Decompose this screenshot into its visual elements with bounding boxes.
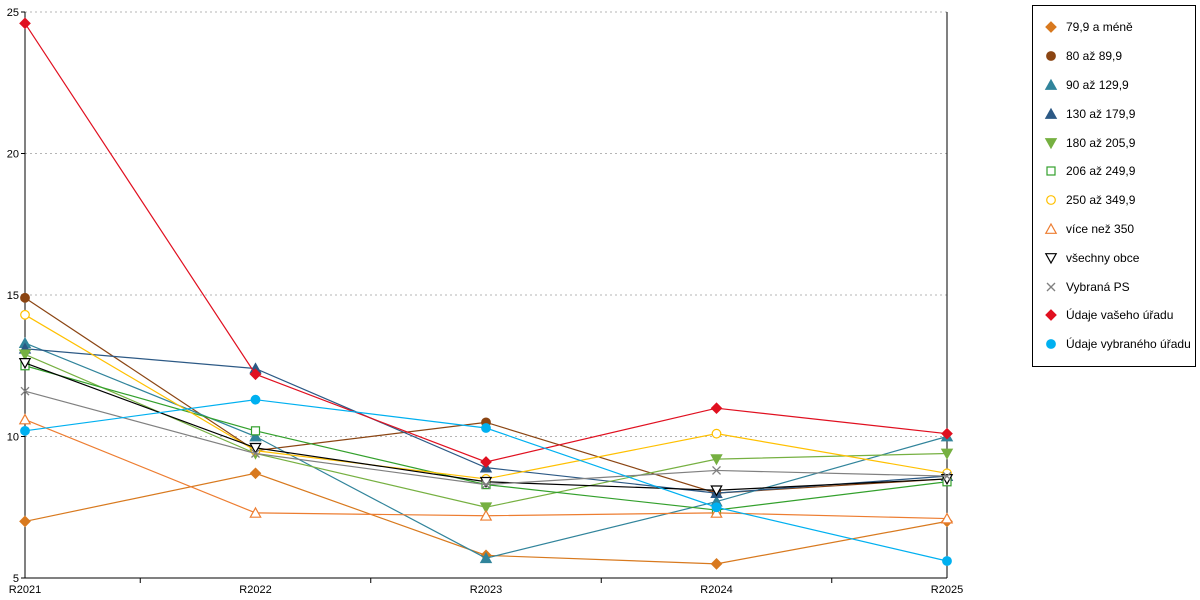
x-marker-icon — [1046, 282, 1056, 292]
legend-item-label: Údaje vybraného úřadu — [1066, 337, 1191, 352]
legend-item-label: 90 až 129,9 — [1066, 77, 1129, 92]
triangle-up-marker-icon — [1044, 78, 1058, 90]
legend: 79,9 a méně 80 až 89,9 90 až 129,9 130 až 1… — [1032, 5, 1196, 367]
legend-item-label: 180 až 205,9 — [1066, 135, 1136, 150]
y-axis-tick-label: 10 — [7, 432, 19, 444]
legend-item: 90 až 129,9 — [1043, 71, 1191, 100]
series-diamond — [19, 17, 953, 468]
triangle-up-marker-icon — [1044, 222, 1058, 234]
x-axis-tick-label: R2023 — [470, 584, 502, 596]
legend-item: všechny obce — [1043, 243, 1191, 272]
y-axis-tick-label: 15 — [7, 290, 19, 302]
legend-item: Údaje vašeho úřadu — [1043, 301, 1191, 330]
legend-item-label: 250 až 349,9 — [1066, 193, 1136, 208]
legend-item-label: Vybraná PS — [1066, 279, 1130, 294]
legend-item-label: 80 až 89,9 — [1066, 49, 1123, 64]
legend-item: 80 až 89,9 — [1043, 42, 1191, 71]
x-axis-tick-label: R2021 — [9, 584, 41, 596]
legend-item-label: 130 až 179,9 — [1066, 106, 1136, 121]
legend-item-label: 79,9 a méně — [1066, 20, 1133, 35]
legend-item: více než 350 — [1043, 215, 1191, 244]
triangle-down-marker-icon — [1044, 137, 1058, 149]
legend-item: 180 až 205,9 — [1043, 128, 1191, 157]
legend-item-label: více než 350 — [1066, 221, 1135, 236]
series-square — [20, 361, 952, 515]
triangle-up-marker-icon — [1044, 107, 1058, 119]
triangle-down-marker-icon — [1044, 252, 1058, 264]
legend-item: 79,9 a méně — [1043, 13, 1191, 42]
diamond-marker-icon — [1045, 309, 1057, 322]
circle-marker-icon — [1046, 51, 1056, 62]
y-axis-tick-label: 20 — [7, 149, 19, 161]
series-x — [20, 386, 952, 490]
series-circle — [20, 394, 952, 566]
circle-marker-icon — [1046, 195, 1056, 206]
circle-marker-icon — [1046, 339, 1056, 350]
legend-item-label: 206 až 249,9 — [1066, 164, 1136, 179]
series-triangle-up — [18, 413, 954, 524]
legend-item: 206 až 249,9 — [1043, 157, 1191, 186]
y-axis-tick-label: 5 — [13, 573, 19, 585]
legend-item-label: Údaje vašeho úřadu — [1066, 308, 1174, 323]
legend-item: 130 až 179,9 — [1043, 99, 1191, 128]
x-axis-tick-label: R2022 — [239, 584, 271, 596]
y-axis-tick-label: 25 — [7, 7, 19, 19]
x-axis-tick-label: R2025 — [931, 584, 963, 596]
x-axis-tick-label: R2024 — [700, 584, 732, 596]
legend-item: 250 až 349,9 — [1043, 186, 1191, 215]
legend-item-label: všechny obce — [1066, 250, 1140, 265]
legend-item: Údaje vybraného úřadu — [1043, 330, 1191, 359]
legend-item: Vybraná PS — [1043, 272, 1191, 301]
diamond-marker-icon — [1045, 21, 1057, 34]
square-marker-icon — [1046, 166, 1056, 176]
